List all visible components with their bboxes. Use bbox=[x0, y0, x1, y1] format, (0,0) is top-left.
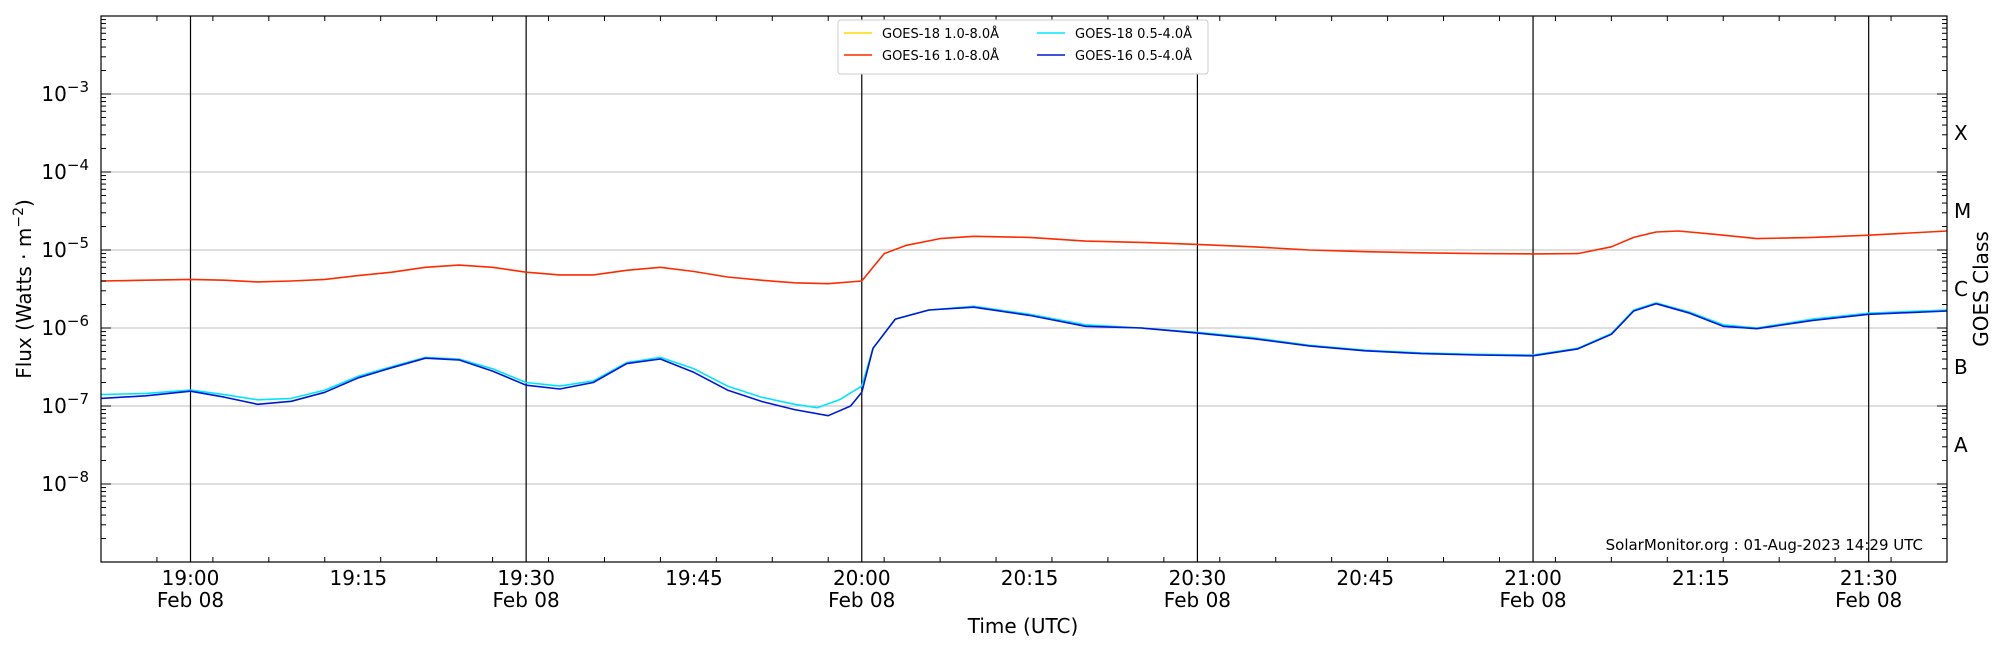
x-tick-label: 19:45 bbox=[665, 566, 723, 590]
x-tick-date: Feb 08 bbox=[828, 588, 895, 612]
series-lines bbox=[100, 230, 1948, 417]
y-axis-title-main: Flux (Watts · m bbox=[12, 228, 36, 379]
y-tick-label: 10−6 bbox=[41, 312, 89, 340]
legend: GOES-18 1.0-8.0Å GOES-16 1.0-8.0Å GOES-18 … bbox=[837, 19, 1209, 75]
legend-label: GOES-18 1.0-8.0Å bbox=[882, 26, 999, 42]
y-tick-base: 10 bbox=[41, 82, 66, 106]
x-tick-label: 21:30 bbox=[1840, 566, 1898, 590]
x-tick-date: Feb 08 bbox=[493, 588, 560, 612]
date-markers bbox=[189, 16, 1870, 562]
y-tick-base: 10 bbox=[41, 316, 66, 340]
series-line bbox=[100, 230, 1948, 285]
x-tick-label: 20:00 bbox=[833, 566, 891, 590]
x-tick-label: 21:00 bbox=[1504, 566, 1562, 590]
y-tick-exponent: −7 bbox=[67, 390, 89, 408]
y-tick-exponent: −8 bbox=[67, 468, 89, 486]
y-tick-label: 10−3 bbox=[41, 78, 89, 106]
grid bbox=[101, 93, 1947, 485]
legend-label: GOES-16 0.5-4.0Å bbox=[1075, 48, 1192, 64]
series-line bbox=[100, 302, 1948, 417]
y-tick-label: 10−7 bbox=[41, 390, 89, 418]
legend-label: GOES-18 0.5-4.0Å bbox=[1075, 26, 1192, 42]
y-tick-base: 10 bbox=[41, 160, 66, 184]
y-tick-exponent: −6 bbox=[67, 312, 89, 330]
plot-frame bbox=[100, 15, 1948, 563]
x-tick-date: Feb 08 bbox=[1164, 588, 1231, 612]
goes-class-label: C bbox=[1954, 277, 1968, 301]
goes-class-label: B bbox=[1954, 355, 1968, 379]
goes-class-label: X bbox=[1954, 121, 1968, 145]
legend-label: GOES-16 1.0-8.0Å bbox=[882, 48, 999, 64]
x-tick-label: 21:15 bbox=[1672, 566, 1730, 590]
legend-box bbox=[837, 19, 1209, 75]
x-tick-label: 20:45 bbox=[1336, 566, 1394, 590]
y-tick-label: 10−8 bbox=[41, 468, 89, 496]
y-axis-ticks: 10−810−710−610−510−410−3 bbox=[41, 19, 1947, 540]
y-axis-title-close: ) bbox=[12, 199, 36, 207]
goes-class-label: A bbox=[1954, 433, 1968, 457]
goes-class-label: M bbox=[1954, 199, 1971, 223]
y-tick-base: 10 bbox=[41, 238, 66, 262]
y-tick-label: 10−4 bbox=[41, 156, 89, 184]
x-tick-label: 19:15 bbox=[330, 566, 388, 590]
y-tick-exponent: −5 bbox=[67, 234, 89, 252]
x-tick-date: Feb 08 bbox=[1499, 588, 1566, 612]
credit-text: SolarMonitor.org : 01-Aug-2023 14:29 UTC bbox=[1606, 536, 1923, 554]
y-axis-title-exponent: −2 bbox=[11, 207, 27, 228]
y-tick-label: 10−5 bbox=[41, 234, 89, 262]
y-axis-title: Flux (Watts · m−2) bbox=[11, 199, 36, 379]
x-tick-label: 19:30 bbox=[497, 566, 555, 590]
y-tick-base: 10 bbox=[41, 394, 66, 418]
y-tick-base: 10 bbox=[41, 472, 66, 496]
x-tick-date: Feb 08 bbox=[157, 588, 224, 612]
x-tick-label: 19:00 bbox=[162, 566, 220, 590]
x-tick-date: Feb 08 bbox=[1835, 588, 1902, 612]
x-tick-label: 20:30 bbox=[1169, 566, 1227, 590]
x-tick-label: 20:15 bbox=[1001, 566, 1059, 590]
y-tick-exponent: −4 bbox=[67, 156, 89, 174]
x-axis-title: Time (UTC) bbox=[967, 614, 1079, 638]
y-tick-exponent: −3 bbox=[67, 78, 89, 96]
goes-class-labels: X M C B A bbox=[1954, 121, 1971, 457]
right-axis-title: GOES Class bbox=[1969, 231, 1993, 347]
